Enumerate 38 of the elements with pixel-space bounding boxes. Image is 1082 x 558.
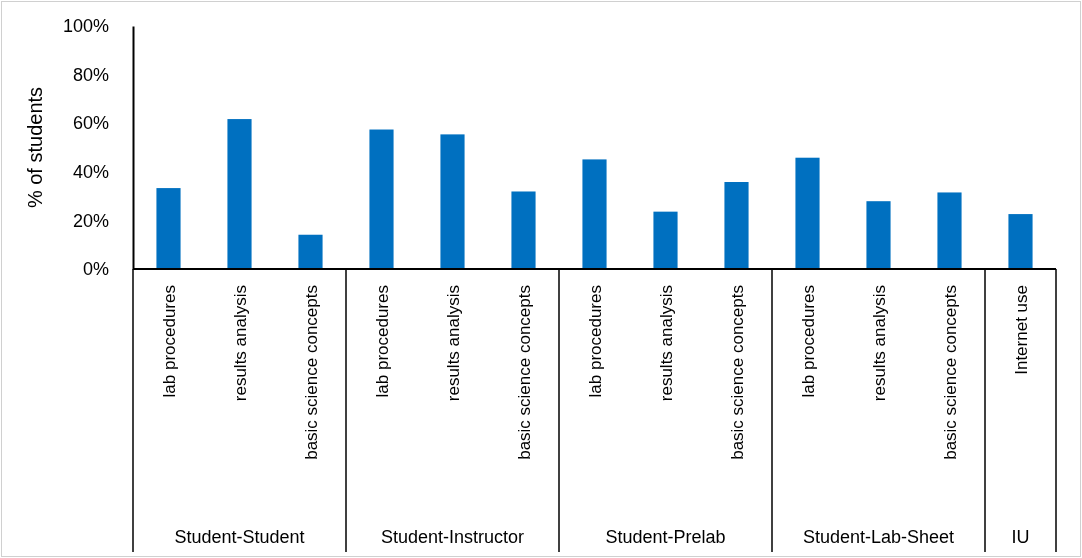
bar <box>795 157 820 269</box>
bar <box>866 201 891 269</box>
text: Student-Instructor <box>380 527 525 547</box>
x-tick-label: basic science concepts <box>727 285 747 460</box>
text: Student-Prelab <box>605 527 726 547</box>
y-tick-label: 80% <box>72 64 109 85</box>
y-tick-label: 100% <box>62 16 109 37</box>
bar <box>653 211 678 269</box>
y-tick-label: 60% <box>72 113 109 134</box>
x-tick-label: lab procedures <box>798 285 818 398</box>
x-tick-label: basic science concepts <box>514 285 534 460</box>
bar <box>298 234 323 269</box>
bar <box>227 119 252 269</box>
text: Student-Lab-Sheet <box>802 527 955 547</box>
bar <box>156 188 181 269</box>
bar <box>440 134 465 269</box>
y-tick-label: 20% <box>72 210 109 231</box>
x-tick-label: Internet use <box>1011 285 1031 375</box>
bar <box>937 192 962 269</box>
bar <box>1008 214 1033 269</box>
x-tick-label: results analysis <box>230 285 250 402</box>
x-tick-label: results analysis <box>656 285 676 402</box>
x-tick-label: lab procedures <box>159 285 179 398</box>
bar <box>511 191 536 269</box>
bar <box>724 182 749 269</box>
bar <box>369 129 394 269</box>
y-axis-title: % of students <box>24 86 46 209</box>
x-tick-label: lab procedures <box>372 285 392 398</box>
x-tick-label: basic science concepts <box>301 285 321 460</box>
y-tick-label: 40% <box>72 162 109 183</box>
text: Student-Student <box>174 527 305 547</box>
x-tick-label: basic science concepts <box>940 285 960 460</box>
text: IU <box>1011 527 1030 547</box>
x-tick-label: results analysis <box>443 285 463 402</box>
x-tick-label: results analysis <box>869 285 889 402</box>
x-tick-label: lab procedures <box>585 285 605 398</box>
bar <box>582 159 607 269</box>
y-tick-label: 0% <box>82 259 109 280</box>
